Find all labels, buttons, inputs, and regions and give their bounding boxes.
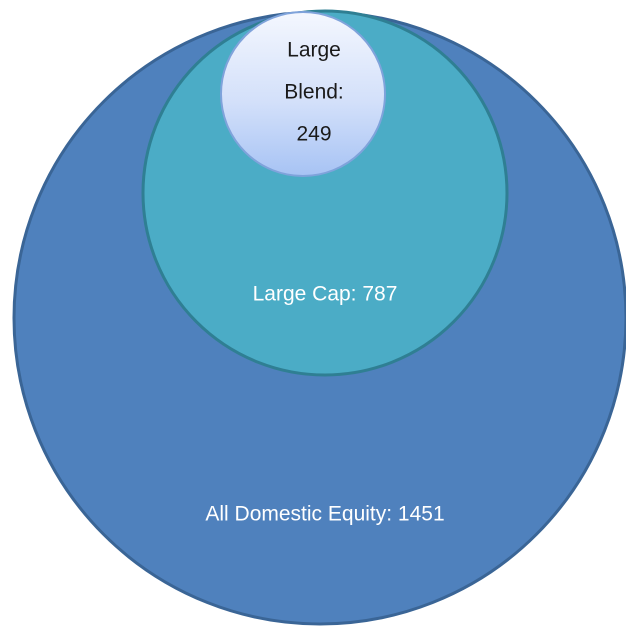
inner-label: 249 bbox=[296, 123, 331, 146]
inner-circle bbox=[220, 11, 386, 177]
outer-label: All Domestic Equity: 1451 bbox=[205, 503, 444, 526]
labels: All Domestic Equity: 1451 Large Cap: 787 L… bbox=[205, 39, 444, 526]
inner-label: Large bbox=[287, 39, 341, 62]
middle-label: Large Cap: 787 bbox=[253, 283, 398, 306]
inner-label: Blend: bbox=[284, 81, 344, 104]
